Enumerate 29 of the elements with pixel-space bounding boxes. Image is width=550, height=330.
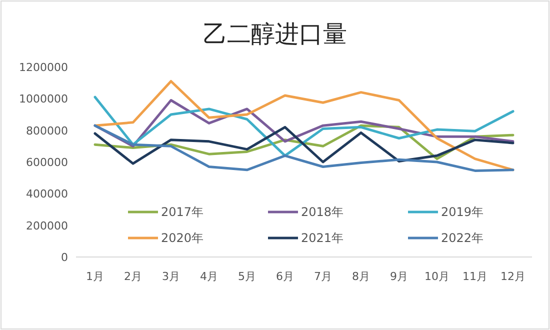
y-tick-label: 200000 <box>26 219 68 232</box>
x-tick-label: 8月 <box>352 270 370 283</box>
y-tick-label: 0 <box>61 251 68 264</box>
y-tick-label: 1200000 <box>19 61 68 74</box>
chart-title: 乙二醇进口量 <box>203 20 347 48</box>
x-tick-label: 5月 <box>238 270 256 283</box>
line-series <box>94 124 514 172</box>
legend-label: 2017年 <box>161 205 204 219</box>
x-tick-label: 1月 <box>86 270 104 283</box>
x-tick-label: 10月 <box>424 270 450 283</box>
x-tick-label: 7月 <box>314 270 332 283</box>
x-tick-label: 2月 <box>124 270 142 283</box>
line-series <box>94 80 514 172</box>
legend-label: 2022年 <box>441 231 484 245</box>
legend-label: 2021年 <box>301 231 344 245</box>
line-series <box>94 96 514 157</box>
y-tick-label: 400000 <box>26 188 68 201</box>
x-tick-label: 4月 <box>200 270 218 283</box>
x-tick-label: 12月 <box>500 270 526 283</box>
x-tick-label: 6月 <box>276 270 294 283</box>
y-tick-label: 800000 <box>26 124 68 138</box>
y-tick-label: 600000 <box>26 156 68 169</box>
x-tick-label: 3月 <box>162 270 180 283</box>
x-tick-label: 11月 <box>462 270 488 283</box>
y-tick-label: 1000000 <box>19 92 68 106</box>
legend-label: 2020年 <box>161 231 204 245</box>
x-tick-label: 9月 <box>390 270 408 283</box>
legend-label: 2019年 <box>441 205 484 219</box>
legend-label: 2018年 <box>301 205 344 219</box>
